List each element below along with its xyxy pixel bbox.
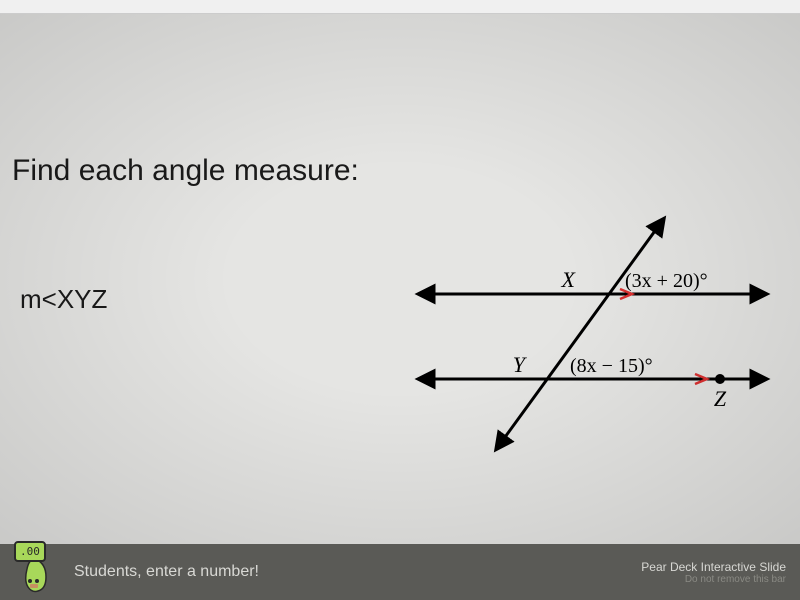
label-X: X — [561, 267, 577, 292]
label-Z: Z — [714, 386, 727, 411]
number-badge: .00 — [14, 541, 46, 562]
label-Y: Y — [513, 352, 528, 377]
expr-bottom: (8x − 15)° — [570, 355, 653, 377]
slide-content: Find each angle measure: m<XYZ X Y Z — [0, 14, 800, 544]
pear-deck-footer: .00 Students, enter a number! Pear Deck … — [0, 544, 800, 600]
expr-top: (3x + 20)° — [625, 270, 708, 292]
geometry-diagram: X Y Z (3x + 20)° (8x − 15)° — [400, 214, 780, 464]
pear-deck-branding: Pear Deck Interactive Slide Do not remov… — [641, 560, 786, 585]
student-prompt[interactable]: Students, enter a number! — [74, 563, 259, 581]
angle-target-label: m<XYZ — [20, 284, 107, 315]
question-title: Find each angle measure: — [12, 154, 359, 188]
url-bar-remnant — [0, 0, 800, 14]
pear-deck-mascot: .00 — [14, 551, 56, 593]
brand-line-1: Pear Deck Interactive Slide — [641, 560, 786, 574]
brand-line-2: Do not remove this bar — [641, 574, 786, 585]
